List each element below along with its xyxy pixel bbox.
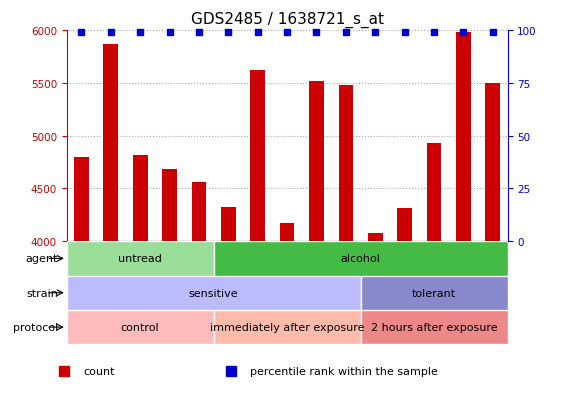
Bar bbox=[427, 144, 441, 242]
Bar bbox=[339, 86, 353, 242]
Bar bbox=[213, 242, 508, 276]
Title: GDS2485 / 1638721_s_at: GDS2485 / 1638721_s_at bbox=[191, 12, 383, 28]
Bar bbox=[67, 276, 361, 310]
Bar bbox=[67, 310, 213, 344]
Bar bbox=[456, 33, 471, 242]
Bar bbox=[361, 276, 508, 310]
Bar bbox=[213, 310, 361, 344]
Bar bbox=[397, 209, 412, 242]
Bar bbox=[361, 310, 508, 344]
Bar bbox=[251, 71, 265, 242]
Bar bbox=[74, 157, 89, 242]
Bar bbox=[485, 83, 500, 242]
Text: protocol: protocol bbox=[13, 322, 58, 332]
Bar bbox=[280, 224, 295, 242]
Text: untread: untread bbox=[118, 254, 162, 264]
Bar bbox=[191, 183, 206, 242]
Text: percentile rank within the sample: percentile rank within the sample bbox=[250, 366, 438, 376]
Bar bbox=[221, 208, 235, 242]
Bar bbox=[309, 81, 324, 242]
Bar bbox=[67, 242, 213, 276]
Text: sensitive: sensitive bbox=[189, 288, 238, 298]
Bar bbox=[368, 233, 383, 242]
Text: control: control bbox=[121, 322, 160, 332]
Text: strain: strain bbox=[26, 288, 58, 298]
Bar bbox=[162, 170, 177, 242]
Bar bbox=[133, 155, 147, 242]
Text: immediately after exposure: immediately after exposure bbox=[210, 322, 364, 332]
Text: tolerant: tolerant bbox=[412, 288, 456, 298]
Text: count: count bbox=[83, 366, 114, 376]
Text: 2 hours after exposure: 2 hours after exposure bbox=[371, 322, 497, 332]
Text: alcohol: alcohol bbox=[340, 254, 380, 264]
Bar bbox=[103, 45, 118, 242]
Text: agent: agent bbox=[26, 254, 58, 264]
